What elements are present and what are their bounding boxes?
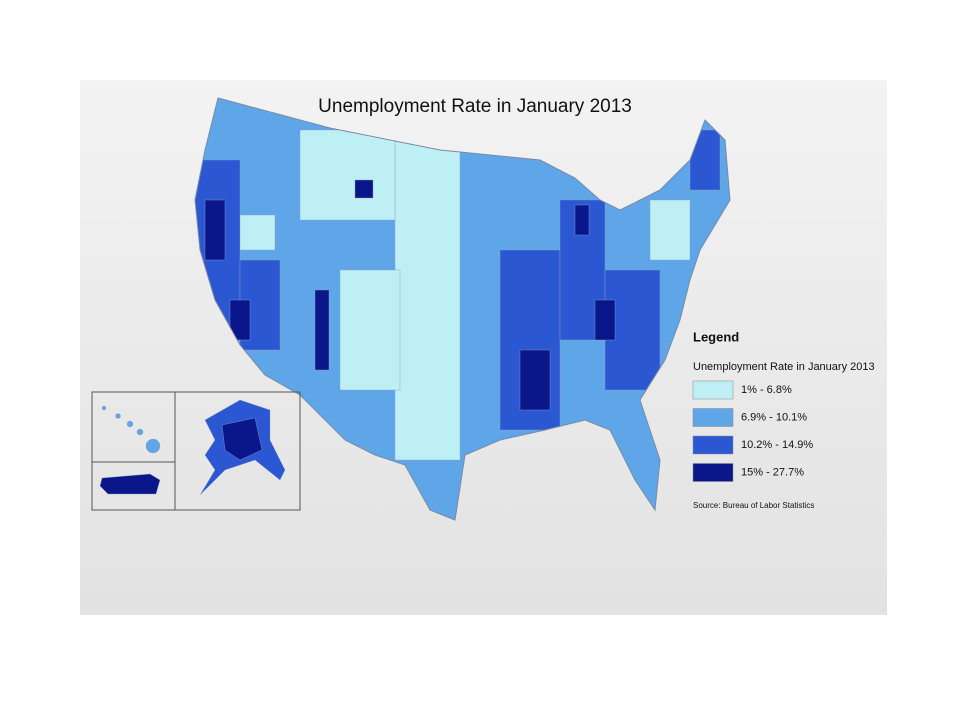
region [394, 139, 461, 461]
hawaii-island [115, 413, 121, 419]
inset-frame [91, 391, 301, 511]
region [299, 129, 396, 221]
region [594, 299, 616, 341]
source: Source: Bureau of Labor Statistics [693, 501, 814, 510]
region [354, 179, 374, 199]
hawaii-island [136, 428, 144, 436]
insets [91, 391, 301, 511]
legend-label: 15% - 27.7% [741, 466, 804, 478]
region [574, 204, 590, 236]
legend-swatch [692, 408, 734, 427]
legend-title: Unemployment Rate in January 2013 [693, 361, 875, 373]
legend-swatch [692, 380, 734, 400]
puerto-rico [99, 473, 161, 495]
hawaii-island [101, 405, 107, 411]
legend-items: 1% - 6.8% 6.9% - 10.1% 10.2% - 14.9% 15% - … [692, 380, 813, 482]
region [204, 199, 226, 261]
region [314, 289, 330, 371]
us-outline [194, 97, 731, 521]
alaska-region [221, 417, 263, 461]
legend-label: 10.2% - 14.9% [741, 439, 813, 451]
region [229, 299, 251, 341]
hawaii-island [145, 438, 161, 454]
region [339, 269, 401, 391]
hawaii-island [126, 420, 134, 428]
region [519, 349, 551, 411]
legend-swatch [692, 463, 734, 482]
legend-heading: Legend [693, 329, 739, 344]
region [649, 199, 691, 261]
map-title: Unemployment Rate in January 2013 [318, 96, 632, 117]
legend-label: 6.9% - 10.1% [741, 411, 807, 423]
legend-label: 1% - 6.8% [741, 384, 792, 396]
legend: Legend Unemployment Rate in January 2013… [692, 329, 875, 510]
legend-swatch [692, 435, 734, 455]
